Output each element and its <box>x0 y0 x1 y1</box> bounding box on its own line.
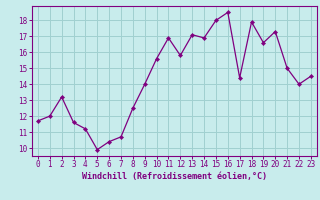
X-axis label: Windchill (Refroidissement éolien,°C): Windchill (Refroidissement éolien,°C) <box>82 172 267 181</box>
